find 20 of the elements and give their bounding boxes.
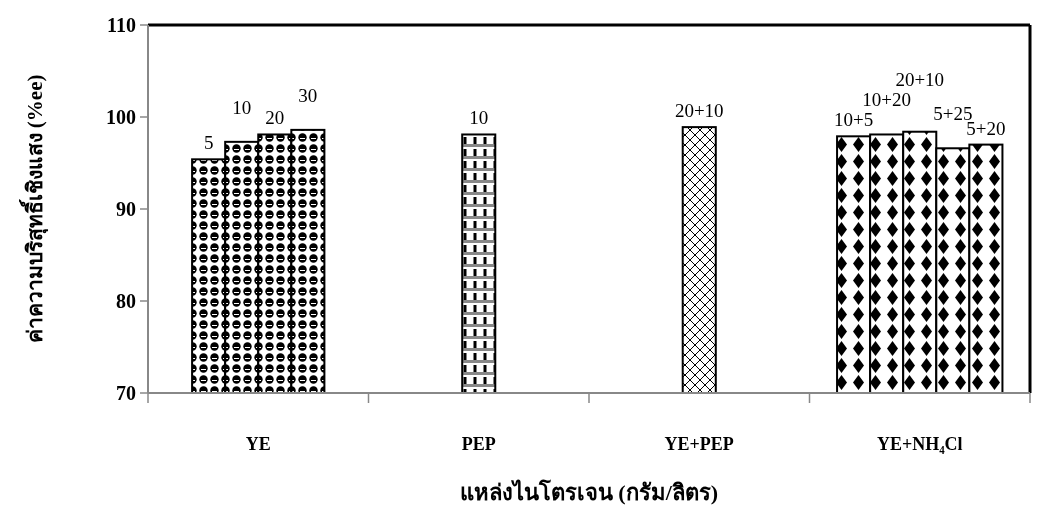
y-axis-title: ค่าความบริสุทธิ์เชิงแสง (%ee) (19, 74, 49, 344)
x-tick-label: YE (245, 434, 271, 454)
annotation: 30 (298, 84, 318, 106)
y-tick-label: 90 (116, 198, 136, 220)
annotation: 10 (232, 96, 252, 118)
x-tick-label: YE+NH₄Cl (876, 434, 963, 454)
annotation: 10 (469, 107, 489, 129)
annotation: 20 (265, 107, 285, 129)
y-tick-label: 70 (116, 382, 136, 404)
y-tick-label: 80 (116, 290, 136, 312)
annotation: 10+5 (833, 109, 874, 131)
x-tick-label: YE+PEP (664, 434, 734, 454)
x-axis-title: แหล่งไนโตรเจน (กรัม/ลิตร) (459, 479, 719, 505)
annotation: 20+10 (895, 68, 945, 90)
annotation: 5 (203, 132, 214, 154)
annotation: 20+10 (674, 100, 724, 122)
y-tick-label: 100 (106, 106, 136, 128)
x-tick-label: PEP (461, 434, 496, 454)
annotation: 10+20 (862, 89, 912, 111)
y-tick-label: 110 (107, 14, 136, 36)
